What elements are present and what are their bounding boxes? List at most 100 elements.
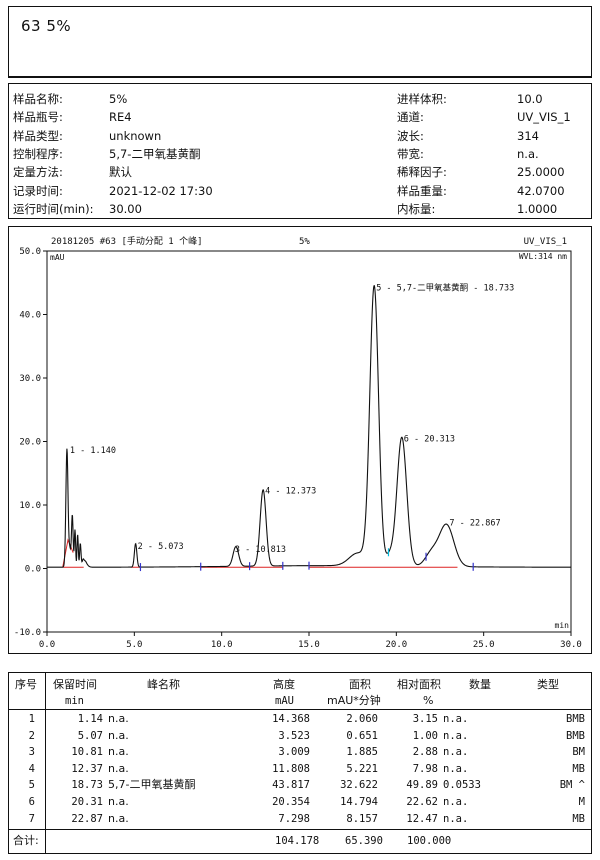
total-area: 65.390 [345,835,383,847]
table-cell-no: 5 [28,779,35,792]
info-label: 通道: [397,110,424,125]
table-cell-area: 0.651 [346,729,378,742]
table-cell-height: 3.009 [278,746,310,759]
info-value: 1.0000 [517,201,558,216]
table-cell-height: 3.523 [278,729,310,742]
info-label: 样品类型: [13,128,63,143]
table-cell-area: 14.794 [340,796,378,808]
total-height: 104.178 [275,835,320,847]
table-cell-rel_area: 3.15 [412,713,438,725]
info-value: RE4 [109,110,132,125]
table-cell-amount: n.a. [443,713,469,725]
y-tick-label: -10.0 [14,628,41,638]
peak-label: 2 - 5.073 [138,542,184,552]
info-value: 10.0 [517,92,543,106]
peak-label: 3 - 10.813 [235,545,286,555]
table-cell-amount: n.a. [443,812,469,825]
info-label: 样品名称: [13,92,63,106]
info-label: 样品瓶号: [13,110,63,125]
table-cell-rt: 5.07 [77,729,103,742]
col-header-name: 峰名称 [147,678,180,691]
x-tick-label: 30.0 [560,640,582,650]
y-tick-label: 30.0 [19,374,41,384]
report-title: 63 5% [21,17,72,35]
total-rule [9,829,591,830]
table-cell-rt: 22.87 [71,812,103,825]
table-cell-rel_area: 49.89 [406,779,438,792]
info-value: UV_VIS_1 [517,110,571,125]
x-tick-label: 10.0 [211,640,233,650]
info-label: 进样体积: [397,92,447,106]
peak-label: 5 - 5,7-二甲氧基黄酮 - 18.733 [376,283,514,294]
plot-area [46,250,572,633]
info-label: 控制程序: [13,146,63,161]
table-cell-name: n.a. [108,745,129,759]
peak-label: 7 - 22.867 [449,519,500,529]
table-cell-amount: 0.0533 [443,779,481,792]
table-cell-no: 1 [28,713,35,725]
table-cell-rt: 18.73 [71,779,103,792]
table-cell-area: 5.221 [346,762,378,775]
column-divider [45,673,46,853]
table-cell-no: 7 [28,812,35,825]
x-tick-label: 5.0 [126,640,142,650]
info-label: 稀释因子: [397,165,447,180]
chart-wavelength-label: WVL:314 nm [519,252,567,261]
table-cell-height: 14.368 [272,713,310,725]
table-cell-area: 1.885 [346,746,378,759]
table-cell-type: MB [572,762,585,775]
table-cell-name: n.a. [108,761,129,775]
y-tick-label: 0.0 [25,565,41,575]
table-cell-height: 20.354 [272,796,310,808]
table-cell-no: 2 [28,729,35,742]
table-cell-type: MB [572,812,585,825]
y-tick-label: 50.0 [19,247,41,257]
y-axis-unit-label: mAU [50,253,65,262]
sample-info-panel: 样品名称: 5% 样品瓶号: RE4 样品类型: unknown 控制程序: 5,7-二甲氧基… [8,83,592,219]
table-cell-type: M [578,796,585,808]
table-cell-height: 43.817 [272,779,310,792]
table-cell-rel_area: 1.00 [412,729,438,742]
table-cell-name: n.a. [108,712,129,725]
col-header-no: 序号 [15,678,37,691]
table-cell-no: 3 [28,746,35,759]
y-tick-label: 10.0 [19,501,41,511]
y-tick-label: 20.0 [19,438,41,448]
table-cell-type: BM [572,746,585,759]
table-cell-amount: n.a. [443,762,469,775]
table-cell-rel_area: 22.62 [406,796,438,808]
x-tick-label: 15.0 [298,640,320,650]
col-header-height: 高度 [273,678,295,691]
info-value: 314 [517,128,539,143]
table-cell-name: n.a. [108,728,129,742]
info-label: 运行时间(min): [13,201,94,216]
col-header-area-unit: mAU*分钟 [327,694,381,707]
x-tick-label: 20.0 [385,640,407,650]
info-label: 波长: [397,128,424,143]
info-label: 记录时间: [13,183,63,198]
info-value: 30.00 [109,201,142,216]
table-cell-rel_area: 12.47 [406,812,438,825]
table-cell-rt: 10.81 [71,746,103,759]
table-cell-area: 32.622 [340,779,378,792]
chart-header-right: UV_VIS_1 [524,237,567,247]
col-header-amount: 数量 [469,678,491,691]
header-rule [9,709,591,710]
col-header-rel-area-unit: % [423,694,434,707]
report-title-box: 63 5% [8,6,592,78]
table-cell-height: 7.298 [278,812,310,825]
table-cell-amount: n.a. [443,796,469,808]
col-header-type: 类型 [537,678,559,691]
peak-label: 1 - 1.140 [70,446,116,456]
table-cell-name: n.a. [108,795,129,808]
table-cell-name: n.a. [108,811,129,825]
col-header-rt: 保留时间 [53,678,97,691]
table-cell-area: 2.060 [346,713,378,725]
col-header-rel-area: 相对面积 [397,678,441,691]
col-header-area: 面积 [349,678,371,691]
info-value: unknown [109,128,162,143]
total-rel-area: 100.000 [407,835,452,847]
info-value: 5,7-二甲氧基黄酮 [109,146,201,161]
table-cell-no: 6 [28,796,35,808]
table-cell-amount: n.a. [443,746,469,759]
